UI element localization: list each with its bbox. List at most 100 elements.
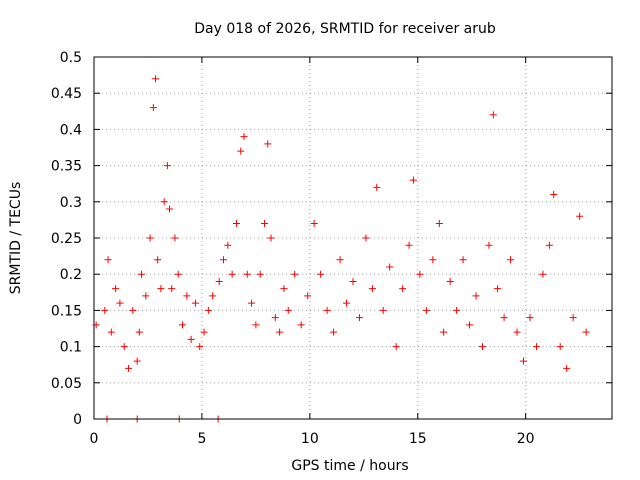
data-point bbox=[183, 292, 191, 300]
x-tick-label: 20 bbox=[517, 431, 535, 447]
data-point bbox=[429, 256, 437, 264]
data-point bbox=[284, 306, 292, 314]
data-point bbox=[135, 328, 143, 336]
y-tick-label: 0.25 bbox=[51, 231, 82, 247]
data-point bbox=[125, 364, 133, 372]
data-point bbox=[152, 75, 160, 83]
data-point bbox=[435, 220, 443, 228]
data-point bbox=[187, 335, 195, 343]
data-point bbox=[166, 205, 174, 213]
data-point bbox=[174, 270, 182, 278]
data-point bbox=[386, 263, 394, 271]
x-axis-label: GPS time / hours bbox=[291, 458, 408, 474]
data-point bbox=[368, 285, 376, 293]
data-point bbox=[526, 314, 534, 322]
data-point bbox=[507, 256, 515, 264]
data-point bbox=[459, 256, 467, 264]
data-point bbox=[362, 234, 370, 242]
y-tick-label: 0.2 bbox=[60, 267, 82, 283]
data-point bbox=[243, 270, 251, 278]
data-point bbox=[107, 328, 115, 336]
data-point bbox=[563, 364, 571, 372]
y-tick-label: 0.1 bbox=[60, 340, 82, 356]
x-tick-label: 10 bbox=[301, 431, 319, 447]
data-point bbox=[267, 234, 275, 242]
data-point bbox=[545, 241, 553, 249]
data-point bbox=[500, 314, 508, 322]
data-point bbox=[539, 270, 547, 278]
x-tick-label: 5 bbox=[197, 431, 206, 447]
data-point bbox=[422, 306, 430, 314]
data-point bbox=[520, 357, 528, 365]
data-point bbox=[532, 343, 540, 351]
data-point bbox=[168, 285, 176, 293]
data-point bbox=[399, 285, 407, 293]
data-point bbox=[373, 183, 381, 191]
data-point bbox=[453, 306, 461, 314]
data-point bbox=[556, 343, 564, 351]
data-point bbox=[550, 191, 558, 199]
data-point bbox=[129, 306, 137, 314]
data-point bbox=[220, 256, 227, 264]
data-point bbox=[472, 292, 480, 300]
data-point bbox=[149, 104, 157, 112]
data-point bbox=[209, 292, 217, 300]
y-tick-label: 0.35 bbox=[51, 159, 82, 175]
y-tick-label: 0 bbox=[73, 412, 82, 428]
data-point bbox=[392, 343, 400, 351]
data-point bbox=[494, 285, 502, 293]
grid bbox=[94, 57, 612, 419]
data-point bbox=[276, 328, 284, 336]
y-axis-label: SRMTID / TECUs bbox=[8, 182, 24, 295]
data-point bbox=[317, 270, 325, 278]
data-point bbox=[252, 321, 260, 329]
y-tick-label: 0.15 bbox=[51, 303, 82, 319]
data-point bbox=[485, 241, 493, 249]
data-point bbox=[379, 306, 387, 314]
data-point bbox=[323, 306, 331, 314]
data-point bbox=[157, 285, 165, 293]
data-point bbox=[466, 321, 474, 329]
data-point bbox=[196, 343, 204, 351]
data-point bbox=[440, 328, 448, 336]
x-tick-label: 15 bbox=[409, 431, 427, 447]
data-point bbox=[513, 328, 521, 336]
y-tick-label: 0.3 bbox=[60, 195, 82, 211]
data-point bbox=[200, 328, 208, 336]
data-point bbox=[291, 270, 299, 278]
data-point bbox=[171, 234, 179, 242]
y-tick-label: 0.5 bbox=[60, 50, 82, 66]
data-point bbox=[240, 133, 248, 141]
data-point bbox=[446, 277, 454, 285]
y-tick-label: 0.05 bbox=[51, 376, 82, 392]
data-point bbox=[569, 314, 577, 322]
data-point bbox=[479, 343, 486, 351]
data-point bbox=[204, 306, 212, 314]
data-point bbox=[163, 162, 171, 170]
data-point bbox=[416, 270, 424, 278]
data-point bbox=[405, 241, 413, 249]
data-point bbox=[160, 198, 168, 206]
chart-title: Day 018 of 2026, SRMTID for receiver aru… bbox=[194, 21, 496, 37]
data-point bbox=[297, 321, 305, 329]
data-point bbox=[178, 321, 186, 329]
data-point bbox=[120, 343, 128, 351]
data-point bbox=[101, 306, 109, 314]
data-point bbox=[271, 314, 279, 322]
data-point bbox=[142, 292, 150, 300]
data-point bbox=[146, 234, 154, 242]
data-point bbox=[137, 270, 145, 278]
data-point bbox=[116, 299, 124, 307]
data-point bbox=[248, 299, 256, 307]
data-point bbox=[256, 270, 264, 278]
data-point bbox=[237, 147, 245, 155]
x-tick-label: 0 bbox=[90, 431, 99, 447]
y-tick-label: 0.4 bbox=[60, 122, 82, 138]
data-points bbox=[92, 75, 590, 423]
data-point bbox=[489, 111, 497, 119]
data-point bbox=[133, 357, 141, 365]
data-point bbox=[264, 140, 272, 148]
data-point bbox=[224, 241, 232, 249]
